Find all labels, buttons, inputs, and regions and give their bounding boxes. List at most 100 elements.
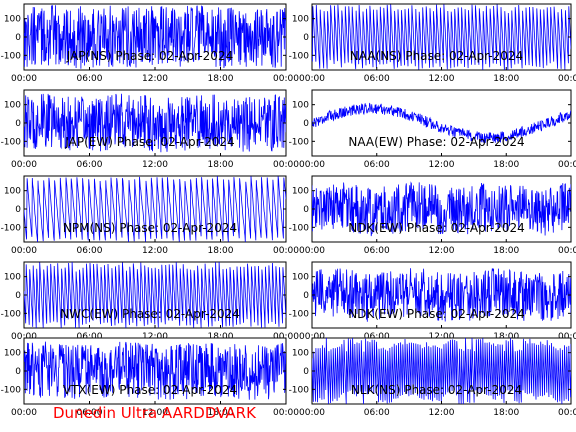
- y-tick-label: 0: [15, 119, 21, 129]
- y-tick-label: 100: [292, 15, 309, 25]
- x-tick-label: 18:00: [208, 332, 234, 342]
- panel-title: NDK(EW) Phase: 02-Apr-2024: [348, 307, 525, 321]
- panel-title: JAP(EW) Phase: 02-Apr-2024: [64, 135, 234, 149]
- panel-6: 100 0 -100 00:00 06:00 12:00 18:00 00:00 NDK(EW)…: [289, 175, 576, 256]
- panel-5: 100 0 -100 00:00 06:00 12:00 18:00 00:00 NPM(NS)…: [1, 175, 299, 256]
- x-tick-label: 18:00: [493, 246, 519, 256]
- panel-7: 100 0 -100 00:00 06:00 12:00 18:00 00:00 NWC(EW)…: [1, 261, 299, 342]
- x-tick-label: 18:00: [493, 332, 519, 342]
- y-tick-label: 0: [15, 205, 21, 215]
- x-tick-label: 00:00: [299, 160, 325, 170]
- y-tick-label: 100: [292, 273, 309, 283]
- x-tick-label: 12:00: [142, 160, 168, 170]
- panel-title: NPM(NS) Phase: 02-Apr-2024: [63, 221, 237, 235]
- x-tick-label: 06:00: [77, 74, 103, 84]
- x-tick-label: 06:00: [77, 332, 103, 342]
- panel-title: NAA(NS) Phase: 02-Apr-2024: [350, 49, 523, 63]
- x-tick-label: 12:00: [142, 246, 168, 256]
- panel-10: 100 0 -100 00:00 06:00 12:00 18:00 00:00 NLK(NS)…: [289, 337, 576, 418]
- x-tick-label: 00:00: [11, 408, 37, 418]
- x-tick-label: 06:00: [364, 408, 390, 418]
- x-tick-label: 12:00: [429, 74, 455, 84]
- y-tick-label: 100: [292, 101, 309, 111]
- phase-series-line: [24, 262, 286, 328]
- phase-series-line: [24, 93, 286, 153]
- x-tick-label: 06:00: [364, 332, 390, 342]
- x-tick-label: 18:00: [208, 408, 234, 418]
- x-tick-label: 00:00: [273, 332, 299, 342]
- x-tick-label: 00:00: [558, 160, 576, 170]
- x-tick-label: 00:00: [273, 160, 299, 170]
- x-tick-label: 18:00: [208, 160, 234, 170]
- x-tick-label: 12:00: [142, 332, 168, 342]
- phase-series-line: [24, 5, 286, 69]
- y-tick-label: -100: [289, 51, 310, 61]
- panel-3: 100 0 -100 00:00 06:00 12:00 18:00 00:00 JAP(EW)…: [1, 89, 299, 170]
- x-tick-label: 06:00: [364, 74, 390, 84]
- x-tick-label: 12:00: [429, 408, 455, 418]
- y-tick-label: 0: [303, 291, 309, 301]
- phase-series-line: [24, 176, 286, 242]
- x-tick-label: 00:00: [558, 74, 576, 84]
- phase-series-line: [24, 341, 286, 400]
- x-tick-label: 00:00: [558, 246, 576, 256]
- y-tick-label: -100: [289, 309, 310, 319]
- y-tick-label: 100: [292, 349, 309, 359]
- y-tick-label: -100: [1, 137, 22, 147]
- panel-title: VTX(EW) Phase: 02-Apr-2024: [63, 383, 237, 397]
- phase-series-line: [312, 268, 571, 322]
- x-tick-label: 18:00: [208, 74, 234, 84]
- x-tick-label: 00:00: [11, 74, 37, 84]
- y-tick-label: 100: [4, 187, 21, 197]
- panel-title: NLK(NS) Phase: 02-Apr-2024: [351, 383, 522, 397]
- x-tick-label: 12:00: [142, 408, 168, 418]
- phase-series-line: [312, 102, 571, 144]
- panel-title: JAP(NS) Phase: 02-Apr-2024: [66, 49, 233, 63]
- phase-series-line: [312, 181, 571, 237]
- x-tick-label: 06:00: [364, 160, 390, 170]
- y-tick-label: 100: [4, 273, 21, 283]
- y-tick-label: -100: [289, 223, 310, 233]
- x-tick-label: 18:00: [493, 408, 519, 418]
- y-tick-label: 0: [15, 33, 21, 43]
- panel-title: NWC(EW) Phase: 02-Apr-2024: [60, 307, 240, 321]
- x-tick-label: 00:00: [299, 74, 325, 84]
- y-tick-label: 0: [303, 367, 309, 377]
- y-tick-label: 0: [15, 291, 21, 301]
- panel-title: NDK(EW) Phase: 02-Apr-2024: [348, 221, 525, 235]
- x-tick-label: 06:00: [77, 408, 103, 418]
- panel-9: 100 0 -100 00:00 06:00 12:00 18:00 00:00 VTX(EW)…: [1, 337, 299, 418]
- x-tick-label: 00:00: [558, 408, 576, 418]
- y-tick-label: 0: [303, 33, 309, 43]
- panel-frame: [311, 89, 572, 157]
- panel-8: 100 0 -100 00:00 06:00 12:00 18:00 00:00 NDK(EW)…: [289, 261, 576, 342]
- phase-series-line: [312, 338, 571, 404]
- x-tick-label: 12:00: [429, 246, 455, 256]
- x-tick-label: 18:00: [493, 74, 519, 84]
- phase-series-line: [312, 4, 571, 70]
- y-tick-label: 0: [303, 205, 309, 215]
- x-tick-label: 00:00: [273, 408, 299, 418]
- y-tick-label: 100: [4, 15, 21, 25]
- y-tick-label: 0: [15, 367, 21, 377]
- x-tick-label: 00:00: [299, 408, 325, 418]
- y-tick-label: 100: [4, 101, 21, 111]
- x-tick-label: 12:00: [429, 160, 455, 170]
- x-tick-label: 06:00: [77, 160, 103, 170]
- x-tick-label: 00:00: [11, 246, 37, 256]
- x-tick-label: 00:00: [299, 332, 325, 342]
- y-tick-label: 0: [303, 119, 309, 129]
- x-tick-label: 18:00: [493, 160, 519, 170]
- x-tick-label: 00:00: [558, 332, 576, 342]
- x-tick-label: 00:00: [273, 74, 299, 84]
- panel-2: 100 0 -100 00:00 06:00 12:00 18:00 00:00 NAA(NS)…: [289, 3, 576, 84]
- x-tick-label: 00:00: [11, 160, 37, 170]
- watermark-label: Dunedin Ultra AARDDVARK: [53, 404, 256, 422]
- panel-title: NAA(EW) Phase: 02-Apr-2024: [348, 135, 524, 149]
- x-tick-label: 00:00: [273, 246, 299, 256]
- y-tick-label: -100: [1, 223, 22, 233]
- y-tick-label: -100: [1, 385, 22, 395]
- panel-4: 100 0 -100 00:00 06:00 12:00 18:00 00:00 NAA(EW)…: [289, 89, 576, 170]
- y-tick-label: -100: [289, 137, 310, 147]
